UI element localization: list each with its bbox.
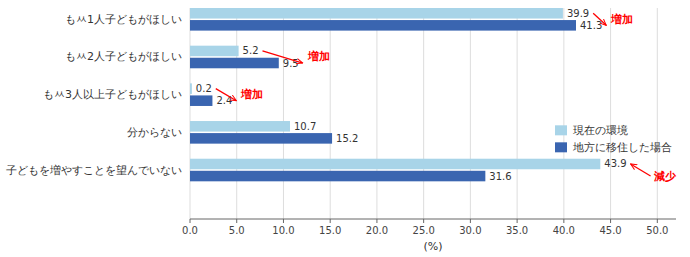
grid-line (190, 8, 191, 219)
bar (190, 133, 332, 144)
tick-mark (330, 219, 331, 223)
tick-mark (283, 219, 284, 223)
x-axis: 0.0 5.0 10.0 15.0 20.0 25.0 30.0 35.0 40.0 45.0 50… (182, 219, 676, 236)
x-axis-title: (%) (423, 240, 442, 253)
grid-line (563, 8, 564, 219)
grid-line (236, 8, 237, 219)
data-label: 39.9 (567, 8, 589, 19)
grid-line (517, 8, 518, 219)
annotation-arrow (216, 89, 237, 101)
annotation-arrow (593, 13, 606, 25)
annotation-arrow (263, 51, 303, 63)
chart: もㅆ1人子どもがほしいもㅆ2人子どもがほしいもㅆ3人以上子どもがほしい分からない… (0, 0, 690, 257)
data-label: 15.2 (336, 133, 358, 144)
grid (190, 8, 657, 219)
bar (190, 46, 239, 57)
tick-label: 25.0 (413, 225, 435, 236)
tick-mark (563, 219, 564, 223)
grid-line (657, 8, 658, 219)
bar (190, 171, 485, 182)
tick-mark (236, 219, 237, 223)
category-label: もㅆ3人以上子どもがほしい (43, 88, 182, 101)
tick-label: 30.0 (459, 225, 481, 236)
data-labels: 39.95.20.210.743.941.39.52.415.231.6 (196, 8, 627, 182)
data-label: 5.2 (243, 45, 259, 56)
grid-line (610, 8, 611, 219)
tick-mark (470, 219, 471, 223)
data-label: 0.2 (196, 83, 212, 94)
bar (190, 121, 290, 132)
bar (190, 159, 600, 170)
grid-line (330, 8, 331, 219)
category-label: もㅆ1人子どもがほしい (65, 13, 182, 26)
bar (190, 20, 576, 31)
tick-label: 5.0 (229, 225, 245, 236)
x-axis-line (190, 219, 676, 220)
tick-label: 20.0 (366, 225, 388, 236)
annotation: 増加 (240, 88, 263, 101)
annotation: 増加 (307, 50, 330, 63)
legend-swatch (555, 125, 567, 135)
tick-mark (376, 219, 377, 223)
tick-mark (423, 219, 424, 223)
grid-line (376, 8, 377, 219)
annotation: 増加 (610, 13, 633, 26)
legend-label: 地方に移住した場合 (572, 141, 672, 153)
bar (190, 58, 279, 69)
bar (190, 83, 192, 94)
data-label: 31.6 (489, 171, 511, 182)
data-label: 10.7 (294, 121, 316, 132)
tick-mark (657, 219, 658, 223)
annotation: 減少 (653, 170, 677, 183)
legend-swatch (555, 142, 567, 152)
bar (190, 95, 212, 106)
tick-label: 40.0 (553, 225, 575, 236)
legend-label: 現在の環境 (573, 124, 628, 136)
annotation-arrow (631, 164, 651, 176)
bar (190, 8, 563, 19)
tick-label: 10.0 (272, 225, 294, 236)
grid-line (470, 8, 471, 219)
y-axis-labels: もㅆ1人子どもがほしいもㅆ2人子どもがほしいもㅆ3人以上子どもがほしい分からない… (6, 13, 182, 177)
tick-mark (190, 219, 191, 223)
tick-label: 0.0 (182, 225, 198, 236)
legend: 現在の環境地方に移住した場合 (555, 124, 672, 153)
category-label: もㅆ2人子どもがほしい (65, 50, 182, 63)
category-label: 子どもを増やすことを望んでいない (6, 164, 182, 177)
tick-mark (610, 219, 611, 223)
grid-line (423, 8, 424, 219)
tick-mark (517, 219, 518, 223)
tick-label: 50.0 (646, 225, 668, 236)
grid-line (283, 8, 284, 219)
tick-label: 15.0 (319, 225, 341, 236)
bars (190, 8, 600, 181)
category-label: 分からない (127, 126, 182, 139)
data-label: 41.3 (580, 20, 602, 31)
tick-label: 45.0 (599, 225, 621, 236)
tick-label: 35.0 (506, 225, 528, 236)
annotations: 増加増加増加減少 (216, 13, 677, 183)
data-label: 43.9 (604, 158, 626, 169)
